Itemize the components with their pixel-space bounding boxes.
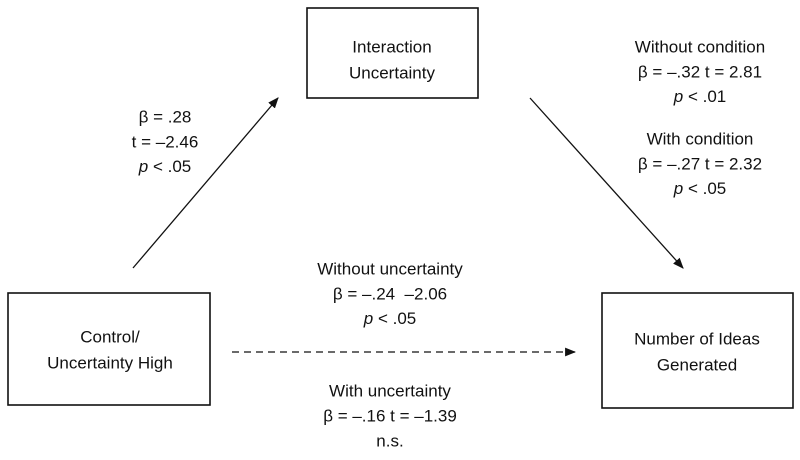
arrow [132,97,279,269]
edge-label: With uncertainty [329,381,451,400]
node-label: Uncertainty High [47,353,173,372]
edge-label: p < .05 [138,157,191,176]
node-label: Number of Ideas [634,329,760,348]
edge-label: β = –.27 t = 2.32 [638,154,762,173]
edge-label: p < .05 [363,309,416,328]
edge-label: With condition [647,129,754,148]
node-label: Control/ [80,327,140,346]
edge-label: Without uncertainty [317,259,463,278]
edge-label: t = –2.46 [132,132,199,151]
node-box [7,292,211,406]
arrow [529,97,684,269]
edge-label: β = .28 [139,107,192,126]
edge-label: Without condition [635,37,765,56]
node-label: Generated [657,355,737,374]
edge-label: β = –.16 t = –1.39 [323,406,457,425]
edge-label: β = –.32 t = 2.81 [638,62,762,81]
node-label: Interaction [352,37,431,56]
node-box [601,292,794,409]
edge-label: n.s. [376,431,403,450]
edge-label: p < .05 [673,179,726,198]
node-label: Uncertainty [349,63,435,82]
edge-label: β = –.24 –2.06 [333,284,447,303]
edge-label: p < .01 [673,87,726,106]
node-box [306,7,479,99]
